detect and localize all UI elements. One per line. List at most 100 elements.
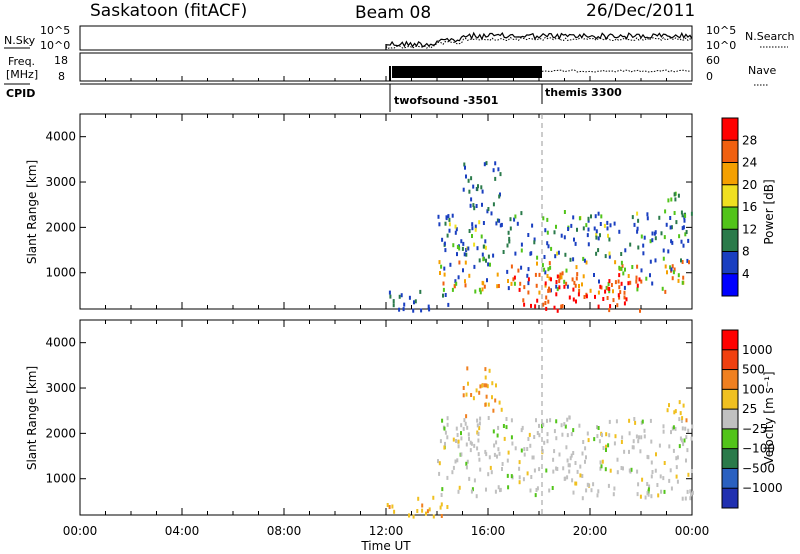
range-cell (564, 252, 567, 257)
colorbar-tick-label: 24 (742, 156, 757, 170)
range-cell (485, 394, 488, 399)
range-cell (632, 439, 635, 444)
range-cell (495, 383, 497, 388)
range-cell (442, 293, 444, 298)
range-cell (488, 368, 491, 373)
range-cell (620, 266, 623, 271)
range-cell (623, 290, 626, 295)
range-cell (564, 424, 567, 429)
range-cell (513, 217, 516, 222)
range-cell (604, 254, 607, 259)
range-cell (529, 443, 532, 448)
range-cell (456, 433, 459, 437)
range-cell (628, 449, 630, 454)
range-cell (507, 286, 510, 291)
range-cell (635, 279, 638, 284)
range-cell (513, 275, 516, 280)
range-cell (518, 475, 521, 480)
power-panel: 4000 3000 2000 1000 Slant Range [km] (25, 113, 693, 313)
range-cell (501, 462, 504, 466)
range-cell (527, 233, 530, 237)
range-cell (667, 198, 670, 203)
range-cell (644, 495, 647, 500)
range-cell (487, 416, 490, 420)
range-cell (560, 304, 563, 309)
range-cell (605, 432, 608, 437)
power-yticks: 4000 3000 2000 1000 (45, 130, 692, 280)
range-cell (448, 217, 451, 222)
range-cell (451, 470, 454, 475)
range-cell (439, 505, 442, 510)
range-cell (566, 433, 569, 438)
range-cell (665, 222, 668, 227)
range-cell (638, 435, 640, 440)
range-cell (514, 251, 517, 256)
range-cell (687, 238, 690, 243)
power-colorbar-label: Power [dB] (762, 179, 776, 244)
range-cell (630, 467, 633, 472)
xtick-label: 12:00 (369, 524, 404, 538)
range-cell (510, 264, 513, 269)
range-cell (578, 284, 580, 288)
range-cell (636, 287, 639, 292)
range-cell (589, 288, 592, 293)
colorbar-tick-label: 1000 (742, 343, 773, 357)
range-cell (490, 470, 493, 475)
range-cell (627, 281, 630, 286)
range-cell (680, 419, 683, 423)
range-cell (535, 418, 537, 423)
range-cell (534, 493, 537, 498)
range-cell (673, 267, 676, 272)
range-cell (509, 217, 512, 222)
range-cell (623, 301, 626, 306)
ytick-label: 4000 (45, 336, 76, 350)
range-cell (550, 277, 552, 282)
range-cell (582, 226, 585, 231)
range-cell (444, 248, 447, 253)
colorbar-tick-label: 500 (742, 363, 765, 377)
range-cell (526, 273, 529, 278)
range-cell (517, 268, 520, 273)
range-cell (593, 437, 596, 442)
range-cell (514, 446, 517, 451)
range-cell (506, 269, 509, 274)
range-cell (656, 483, 659, 487)
range-cell (447, 214, 450, 219)
range-cell (506, 473, 509, 478)
range-cell (636, 229, 639, 234)
range-cell (452, 465, 455, 470)
range-cell (572, 257, 575, 262)
range-cell (675, 474, 678, 479)
range-cell (616, 457, 619, 462)
range-cell (560, 423, 563, 428)
range-cell (640, 435, 643, 440)
range-cell (473, 443, 476, 448)
range-cell (444, 221, 447, 226)
range-cell (666, 408, 669, 413)
range-cell (484, 402, 487, 407)
range-cell (476, 446, 479, 451)
range-cell (516, 221, 519, 226)
range-cell (546, 241, 549, 246)
range-cell (457, 444, 460, 449)
range-cell (555, 436, 558, 441)
range-cell (530, 251, 533, 256)
range-cell (675, 456, 678, 461)
range-cell (682, 275, 685, 280)
range-cell (523, 447, 526, 452)
range-cell (479, 467, 482, 472)
ytick-label: 4000 (45, 130, 76, 144)
range-cell (583, 295, 586, 299)
range-cell (596, 493, 599, 498)
colorbar-tick-label: 100 (742, 382, 765, 396)
range-cell (454, 230, 457, 235)
colorbar-tick-label: 28 (742, 133, 757, 147)
range-cell (481, 287, 484, 292)
range-cell (535, 488, 538, 492)
range-cell (518, 287, 521, 292)
range-cell (438, 222, 441, 227)
range-cell (497, 447, 500, 452)
colorbar-swatch (722, 229, 738, 252)
range-cell (477, 452, 480, 457)
range-cell (633, 222, 636, 227)
